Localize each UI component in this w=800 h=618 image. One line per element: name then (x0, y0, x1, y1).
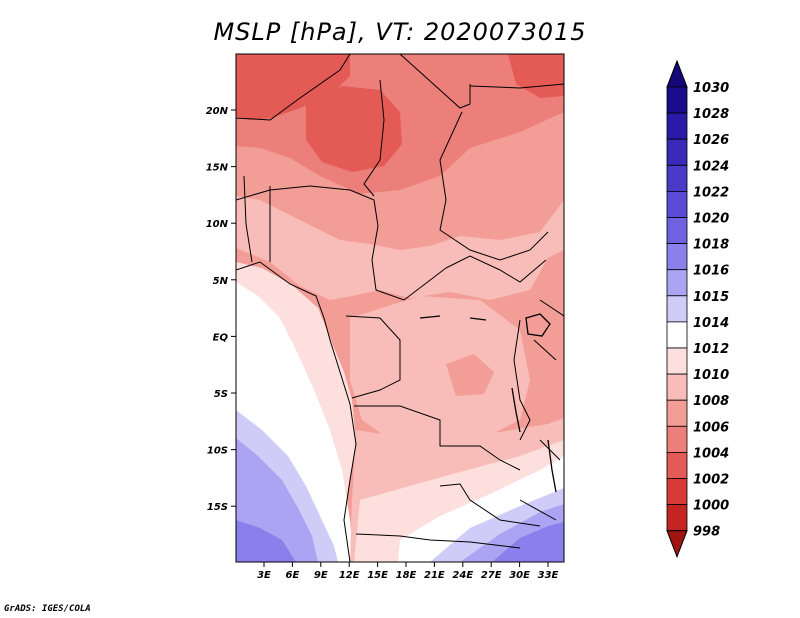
lat-tick-label: 5N (213, 276, 229, 287)
colorbar-box (666, 190, 688, 218)
coastline-west (236, 261, 357, 562)
lake-tanganyika (511, 387, 521, 433)
border-angola-zambia (439, 483, 541, 527)
border-sudan-south (439, 229, 549, 261)
colorbar-level-label: 1002 (693, 473, 729, 488)
colorbar-level-label: 1030 (693, 81, 729, 96)
lat-tick-label: 15S (207, 502, 228, 513)
lon-tick-label: 3E (257, 570, 271, 581)
colorbar-box (666, 425, 688, 453)
border-nigeria-east (236, 185, 379, 227)
field-1010hpa-congo (350, 296, 530, 446)
colorbar: 1030 1028 1026 1024 1022 1020 1018 1016 1015 1014… (666, 59, 729, 559)
grads-credit: GrADS: IGES/COLA (4, 604, 91, 614)
latitude-axis: 20N 15N 10N 5N EQ 5S 10S 15S (206, 106, 236, 513)
colorbar-box (666, 243, 688, 271)
colorbar-box (666, 112, 688, 140)
border-eastern-edge (519, 299, 564, 521)
colorbar-low-arrow (666, 530, 688, 559)
country-borders (236, 54, 564, 562)
border-cameroon-car (371, 225, 447, 301)
colorbar-level-label: 998 (693, 525, 720, 540)
colorbar-level-label: 1022 (693, 185, 729, 200)
lat-tick-label: 20N (206, 106, 229, 117)
lon-tick-label: 6E (286, 570, 300, 581)
lon-tick-label: 24E (452, 570, 473, 581)
colorbar-box (666, 295, 688, 323)
field-1004hpa-low-west (236, 54, 350, 120)
colorbar-box (666, 373, 688, 401)
field-1018hpa-southwest (236, 520, 296, 562)
colorbar-box (666, 451, 688, 479)
lake-victoria (525, 313, 551, 337)
colorbar-box (666, 399, 688, 427)
field-1018hpa-southeast-high (492, 522, 564, 562)
colorbar-level-label: 1015 (693, 290, 729, 305)
colorbar-box (666, 269, 688, 297)
colorbar-level-label: 1018 (693, 238, 729, 253)
colorbar-level-label: 1026 (693, 133, 729, 148)
colorbar-level-label: 1006 (693, 420, 729, 435)
border-niger-chad (363, 79, 385, 197)
border-namibia-north (355, 533, 521, 549)
colorbar-level-label: 1016 (693, 264, 729, 279)
field-1004hpa-low-central (306, 86, 402, 172)
lat-tick-label: 15N (206, 163, 229, 174)
lat-tick-label: 10N (206, 219, 229, 230)
border-drc-angola (354, 405, 521, 471)
map-frame (235, 53, 565, 563)
lon-tick-label: 30E (509, 570, 530, 581)
lat-tick-label: 5S (214, 389, 228, 400)
lon-tick-label: 18E (396, 570, 417, 581)
border-west-africa-inland (243, 175, 271, 263)
border-car-sudan (445, 255, 547, 283)
colorbar-level-label: 1004 (693, 446, 729, 461)
border-congo-drc (345, 315, 401, 399)
border-libya-chad (399, 54, 471, 109)
colorbar-level-label: 1000 (693, 499, 729, 514)
map-title: MSLP [hPa], VT: 2020073015 (213, 18, 587, 46)
colorbar-box (666, 504, 688, 532)
longitude-axis: 3E 6E 9E 12E 15E 18E 21E 24E 27E 30E 33E (257, 562, 559, 581)
lake-malawi (547, 439, 557, 493)
colorbar-box (666, 347, 688, 375)
colorbar-level-label: 1028 (693, 107, 729, 122)
colorbar-level-label: 1012 (693, 342, 729, 357)
border-chad-sudan (439, 111, 463, 231)
lon-tick-label: 15E (367, 570, 388, 581)
lat-tick-label: 10S (207, 446, 228, 457)
colorbar-box (666, 321, 688, 349)
field-1008hpa-congo-core (446, 354, 494, 396)
colorbar-level-label: 1024 (693, 159, 729, 174)
border-drc-east (513, 319, 531, 441)
border-sahara-north (236, 54, 351, 121)
colorbar-box (666, 138, 688, 166)
lon-tick-label: 21E (424, 570, 445, 581)
colorbar-level-label: 1010 (693, 368, 729, 383)
lon-tick-label: 33E (538, 570, 559, 581)
lon-tick-label: 27E (481, 570, 502, 581)
pressure-field (236, 54, 564, 562)
field-1012hpa-south (354, 440, 564, 562)
lon-tick-label: 12E (339, 570, 360, 581)
lon-tick-label: 9E (314, 570, 328, 581)
field-1004hpa-low-northeast (508, 54, 564, 98)
colorbar-level-label: 1014 (693, 316, 729, 331)
colorbar-box (666, 164, 688, 192)
lake-congo-basin (419, 315, 487, 321)
lakes (419, 313, 557, 493)
field-1014hpa-south (398, 456, 564, 562)
colorbar-box (666, 478, 688, 506)
colorbar-box (666, 86, 688, 114)
lat-tick-label: EQ (213, 332, 229, 343)
colorbar-box (666, 217, 688, 245)
colorbar-high-arrow (666, 59, 688, 88)
colorbar-level-label: 1020 (693, 212, 729, 227)
colorbar-level-label: 1008 (693, 394, 729, 409)
border-east-sahel (469, 83, 564, 89)
